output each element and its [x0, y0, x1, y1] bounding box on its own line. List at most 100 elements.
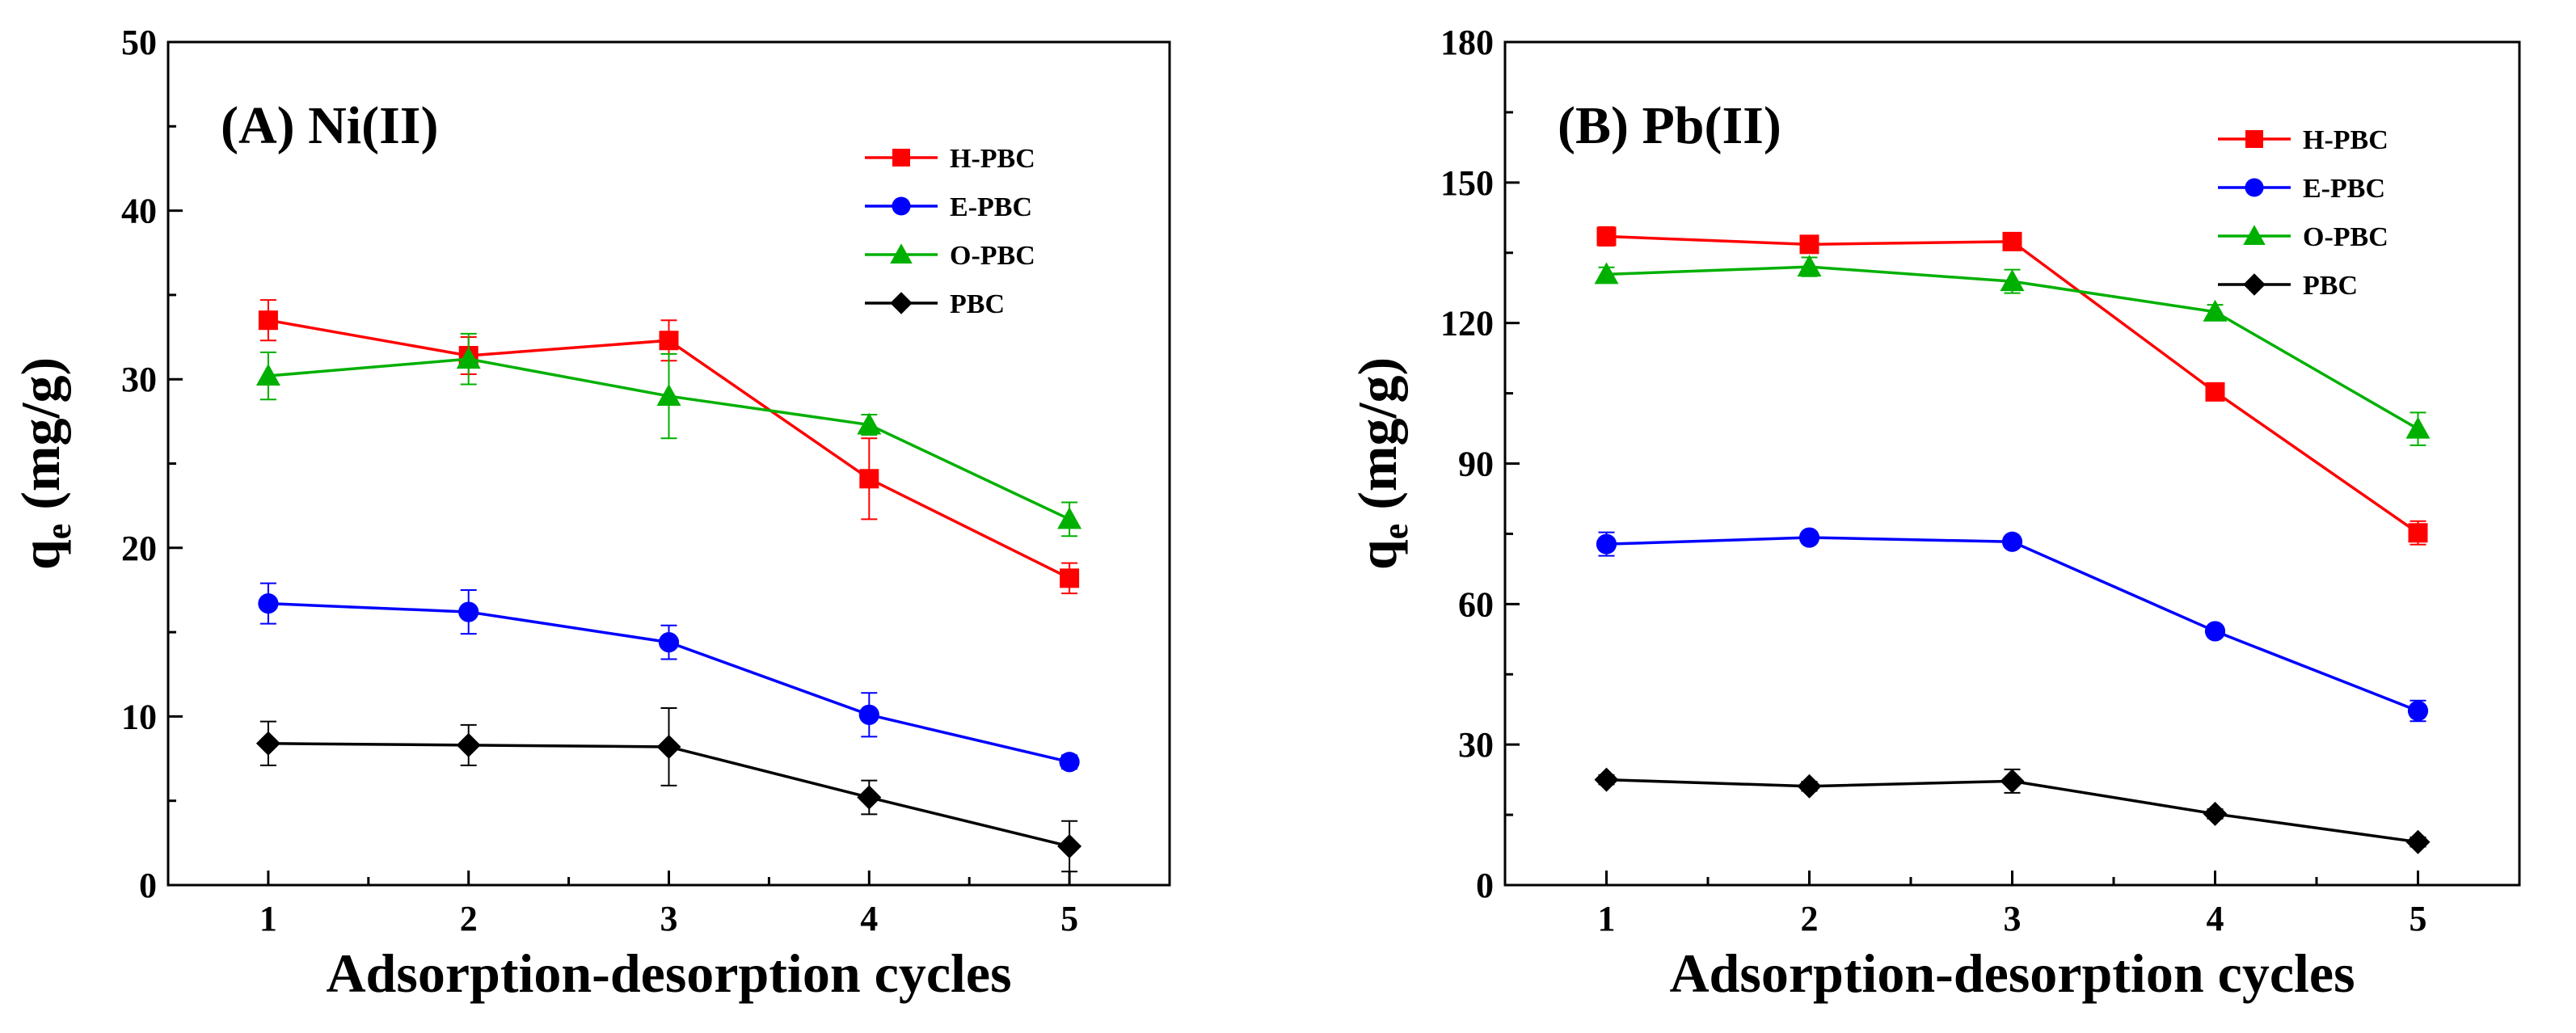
data-point	[2405, 829, 2431, 854]
data-point	[1798, 527, 1820, 548]
y-tick-label: 120	[1440, 304, 1494, 344]
series-o-pbc	[255, 332, 1082, 538]
data-point	[2205, 382, 2225, 402]
data-point	[258, 310, 278, 331]
legend-label: H-PBC	[2303, 125, 2388, 155]
data-point	[1797, 255, 1822, 277]
data-point	[2203, 801, 2228, 826]
x-tick-label: 4	[860, 899, 878, 938]
data-point	[456, 347, 481, 369]
y-tick-label: 180	[1440, 23, 1494, 62]
x-axis-title: Adsorption-desorption cycles	[326, 942, 1011, 1004]
x-tick-label: 4	[2207, 899, 2224, 938]
x-tick-label: 3	[660, 899, 678, 938]
data-point	[857, 785, 882, 810]
legend-marker	[892, 149, 910, 167]
data-point	[255, 731, 280, 756]
series-pbc	[255, 706, 1082, 873]
data-point	[456, 732, 481, 757]
y-tick-label: 0	[1476, 866, 1494, 905]
data-point	[1799, 234, 1819, 255]
legend: H-PBC E-PBC O-PBC PBC	[2218, 125, 2388, 301]
data-point	[857, 412, 882, 435]
legend: H-PBC E-PBC O-PBC PBC	[865, 144, 1035, 319]
legend-label: O-PBC	[950, 241, 1035, 271]
data-point	[2000, 769, 2025, 794]
x-tick-label: 3	[2004, 899, 2022, 938]
data-point	[1059, 752, 1080, 773]
y-tick-label: 30	[1458, 725, 1494, 765]
x-tick-label: 2	[460, 899, 478, 938]
x-tick-label: 1	[1598, 899, 1616, 938]
y-axis-title-main: q	[1347, 539, 1408, 570]
data-point	[458, 601, 479, 622]
data-point	[255, 364, 280, 386]
y-axis-title-subscript: e	[1376, 524, 1415, 540]
data-point	[656, 384, 681, 407]
y-tick-label: 50	[121, 23, 157, 62]
y-axis-title: qe (mg/g)	[10, 357, 78, 570]
data-point	[1797, 774, 1822, 799]
x-tick-label: 5	[2409, 899, 2427, 938]
data-point	[1057, 834, 1082, 859]
y-axis-title-main: q	[10, 539, 71, 570]
data-point	[2002, 231, 2022, 251]
data-point	[1057, 507, 1082, 529]
legend-label: H-PBC	[950, 144, 1035, 174]
data-point	[2407, 700, 2429, 722]
legend-label: E-PBC	[950, 192, 1032, 222]
data-point	[2204, 621, 2226, 642]
legend-marker	[2245, 178, 2264, 197]
legend-marker	[890, 292, 913, 314]
legend-marker	[2243, 225, 2266, 245]
panel-title: (A) Ni(II)	[221, 96, 438, 155]
y-tick-label: 20	[121, 529, 157, 568]
data-point	[2408, 523, 2428, 543]
x-tick-label: 2	[1801, 899, 1819, 938]
data-point	[2001, 531, 2023, 552]
data-point	[258, 593, 279, 614]
x-axis-title: Adsorption-desorption cycles	[1669, 942, 2355, 1004]
x-tick-label: 5	[1060, 899, 1078, 938]
data-point	[1596, 226, 1617, 247]
legend-marker	[2243, 273, 2266, 296]
data-point	[656, 734, 681, 759]
y-tick-label: 30	[121, 360, 157, 399]
data-point	[1596, 533, 1617, 554]
legend-marker	[890, 243, 913, 264]
data-point	[658, 632, 680, 653]
series-o-pbc	[1594, 255, 2431, 446]
data-point	[2000, 269, 2025, 292]
y-axis-title: qe (mg/g)	[1347, 357, 1415, 570]
y-tick-label: 10	[121, 697, 157, 736]
legend-label: O-PBC	[2303, 222, 2388, 252]
legend-label: PBC	[950, 289, 1005, 319]
series-e-pbc	[1596, 527, 2429, 723]
y-tick-label: 90	[1458, 445, 1494, 484]
data-point	[1594, 767, 1619, 792]
data-point	[1060, 568, 1080, 588]
data-point	[659, 331, 679, 351]
data-point	[859, 469, 879, 489]
y-tick-label: 40	[121, 192, 157, 231]
chart-2: 0 30 60 90 120 150 180 1 2 3 4 5 Adsorption-desorpti…	[1347, 23, 2521, 1004]
legend-marker	[2245, 130, 2263, 148]
legend-marker	[892, 196, 911, 216]
y-axis-title-subscript: e	[39, 524, 78, 540]
legend-label: E-PBC	[2303, 174, 2385, 204]
series-e-pbc	[258, 582, 1080, 773]
panel-title: (B) Pb(II)	[1558, 96, 1781, 155]
y-tick-label: 0	[139, 866, 157, 905]
chart-1: 0 10 20 30 40 50 1 2 3 4 5 Adsorption-desorption cy…	[10, 23, 1171, 1004]
data-point	[2405, 416, 2431, 439]
y-axis-title-unit: (mg/g)	[10, 357, 71, 524]
y-tick-label: 150	[1440, 163, 1494, 203]
y-tick-label: 60	[1458, 584, 1494, 624]
data-point	[2203, 299, 2228, 322]
y-axis-title-unit: (mg/g)	[1347, 357, 1408, 524]
series-h-pbc	[1596, 226, 2428, 546]
data-point	[858, 704, 879, 725]
